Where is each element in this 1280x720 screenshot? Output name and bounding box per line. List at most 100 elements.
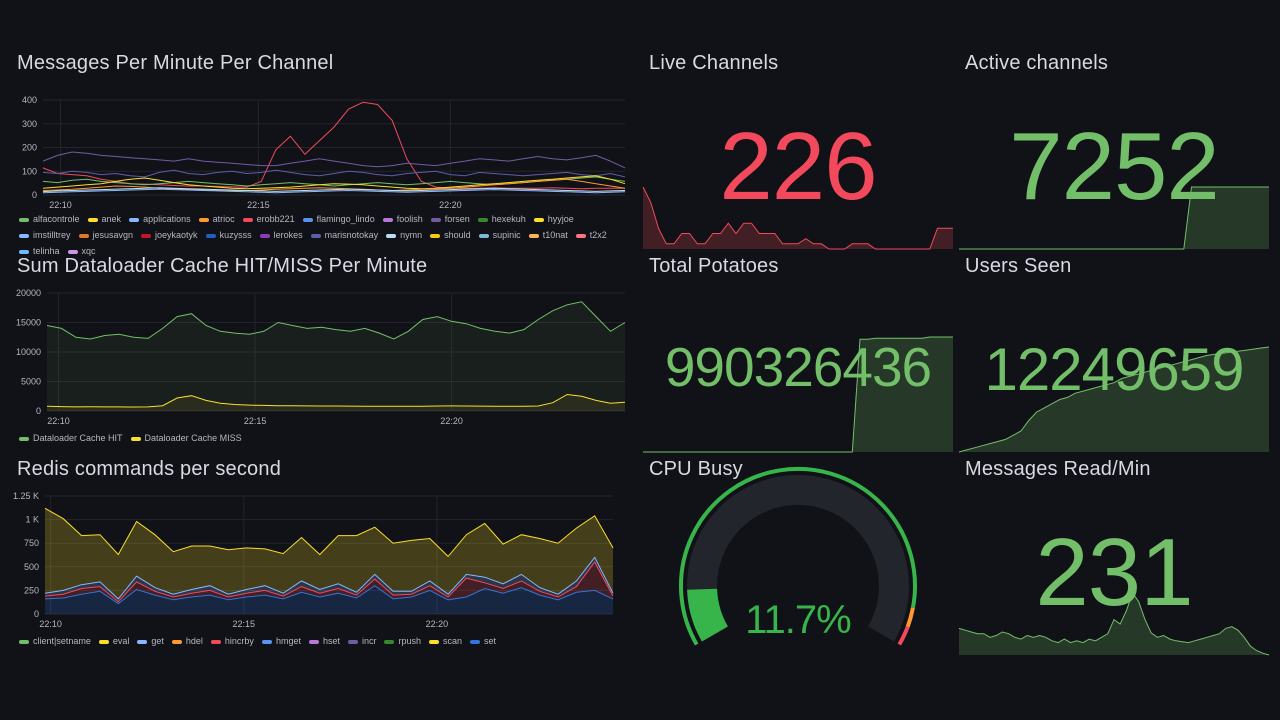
legend-item[interactable]: lerokes [259, 230, 303, 241]
legend-label: scan [443, 636, 463, 646]
legend-swatch [382, 217, 393, 222]
legend-item[interactable]: supinic [478, 230, 521, 241]
legend-item[interactable]: Dataloader Cache HIT [19, 433, 123, 444]
active-channels-value: 7252 [1009, 113, 1220, 220]
legend-item[interactable]: flamingo_lindo [302, 214, 375, 225]
series-area [47, 394, 625, 411]
series-line [44, 556, 614, 600]
panel-title[interactable]: CPU Busy [649, 458, 743, 480]
x-axis: 22:10 22:15 22:20 [49, 200, 461, 210]
legend-item[interactable]: incr [347, 636, 376, 647]
legend-item[interactable]: atrioc [198, 214, 235, 225]
legend-label: t10nat [542, 230, 568, 240]
legend-label: rpush [398, 636, 421, 646]
legend-item[interactable]: hmget [261, 636, 301, 647]
legend-label: hmget [275, 636, 301, 646]
legend-swatch [478, 233, 489, 238]
legend-swatch [259, 233, 270, 238]
gauge-track [687, 474, 909, 642]
legend-item[interactable]: get [137, 636, 164, 647]
legend-item[interactable]: erobb221 [242, 214, 295, 225]
y-tick-label: 0 [32, 190, 37, 200]
panel-redis-commands: Redis commands per second 0 250 500 750 1 K 1… [13, 458, 629, 648]
legend-item[interactable]: set [470, 636, 496, 647]
gauge-threshold-green [678, 466, 917, 646]
legend-item[interactable]: rpush [384, 636, 421, 647]
sparkline-area [643, 337, 953, 452]
panel-live-channels: Live Channels 226 [642, 52, 953, 250]
panel-title[interactable]: Live Channels [649, 52, 779, 74]
legend-item[interactable]: applications [129, 214, 191, 225]
y-tick-label: 750 [24, 538, 39, 548]
messages-chart[interactable]: 0 100 200 300 400 22:10 22:15 22:20 [17, 90, 629, 250]
panel-title[interactable]: Total Potatoes [649, 255, 779, 277]
legend-label: get [151, 636, 164, 646]
x-tick-label: 22:20 [440, 416, 463, 426]
legend-label: imstilltrey [33, 230, 71, 240]
legend-label: client|setname [33, 636, 91, 646]
panel-messages-per-minute: Messages Per Minute Per Channel 0 100 200 3… [17, 52, 629, 256]
legend-item[interactable]: hincrby [210, 636, 254, 647]
legend-item[interactable]: kuzysss [205, 230, 252, 241]
legend-item[interactable]: forsen [430, 214, 470, 225]
legend-swatch [78, 233, 89, 238]
legend-item[interactable]: eval [98, 636, 129, 647]
live-channels-sparkline [642, 186, 953, 250]
sparkline-area [959, 347, 1269, 452]
legend-item[interactable]: imstilltrey [19, 230, 71, 241]
legend-item[interactable]: hyyjoe [533, 214, 574, 225]
legend-item[interactable]: nymn [386, 230, 422, 241]
gauge-threshold-orange [905, 607, 915, 628]
redis-chart[interactable]: 0 250 500 750 1 K 1.25 K 22:10 22:15 22:20 [13, 490, 629, 660]
messages-legend: alfacontrole anek applications atrioc erobb2… [19, 214, 625, 257]
y-tick-label: 0 [36, 406, 41, 416]
legend-item[interactable]: foolish [382, 214, 423, 225]
legend-item[interactable]: hdel [171, 636, 203, 647]
legend-item[interactable]: should [430, 230, 471, 241]
legend-swatch [19, 436, 29, 441]
legend-item[interactable]: telinha [19, 246, 60, 257]
legend-item[interactable]: marisnotokay [310, 230, 378, 241]
legend-swatch [129, 217, 140, 222]
legend-item[interactable]: Dataloader Cache MISS [130, 433, 242, 444]
legend-item[interactable]: client|setname [19, 636, 91, 647]
legend-item[interactable]: hset [308, 636, 340, 647]
panel-title[interactable]: Sum Dataloader Cache HIT/MISS Per Minute [17, 255, 428, 277]
legend-item[interactable]: alfacontrole [19, 214, 80, 225]
legend-swatch [19, 639, 29, 644]
panel-title[interactable]: Messages Per Minute Per Channel [17, 52, 334, 74]
panel-title[interactable]: Redis commands per second [17, 458, 282, 480]
legend-label: foolish [396, 214, 423, 224]
panel-title[interactable]: Users Seen [965, 255, 1072, 277]
users-seen-value: 12249659 [984, 336, 1245, 403]
sparkline-line [958, 591, 1270, 656]
dataloader-chart[interactable]: 0 5000 10000 15000 20000 22:10 22:15 22:20 [16, 287, 629, 457]
legend-item[interactable]: t10nat [528, 230, 568, 241]
legend-swatch [386, 233, 397, 238]
legend-swatch [171, 639, 182, 644]
legend-item[interactable]: anek [87, 214, 121, 225]
y-tick-label: 400 [22, 95, 37, 105]
series-line [42, 151, 626, 169]
legend-item[interactable]: scan [429, 636, 462, 647]
panel-active-channels: Active channels 7252 [959, 52, 1269, 250]
legend-label: erobb221 [256, 214, 295, 224]
legend-item[interactable]: xqc [67, 246, 96, 257]
legend-label: hyyjoe [547, 214, 574, 224]
legend-item[interactable]: joeykaotyk [141, 230, 198, 241]
legend-swatch [430, 217, 441, 222]
messages-read-value: 231 [1035, 519, 1193, 626]
legend-label: hset [322, 636, 340, 646]
sparkline-line [959, 186, 1269, 250]
legend-item[interactable]: jesusavgn [78, 230, 133, 241]
legend-item[interactable]: t2x2 [575, 230, 607, 241]
x-axis: 22:10 22:15 22:20 [47, 416, 463, 426]
y-tick-label: 10000 [16, 347, 41, 357]
legend-item[interactable]: hexekuh [477, 214, 526, 225]
series-line [42, 187, 626, 193]
active-channels-sparkline [959, 186, 1269, 250]
panel-total-potatoes: Total Potatoes 990326436 [643, 255, 953, 453]
panel-title[interactable]: Active channels [965, 52, 1109, 74]
panel-title[interactable]: Messages Read/Min [965, 458, 1151, 480]
legend-swatch [205, 233, 216, 238]
